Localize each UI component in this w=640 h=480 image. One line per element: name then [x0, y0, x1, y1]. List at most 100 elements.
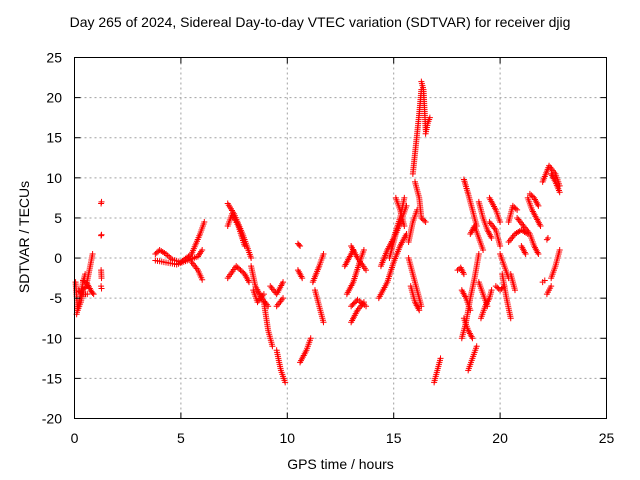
- data-point: [89, 251, 96, 258]
- data-point: [460, 271, 467, 278]
- data-point: [363, 267, 370, 274]
- data-point: [351, 299, 358, 306]
- y-tick-label: -10: [42, 330, 62, 346]
- data-point: [238, 268, 245, 275]
- data-point: [152, 251, 159, 258]
- data-point: [350, 300, 357, 307]
- data-point: [537, 222, 544, 229]
- data-point: [241, 243, 248, 250]
- data-point: [297, 243, 304, 250]
- data-point: [166, 253, 173, 260]
- data-point: [296, 241, 303, 248]
- data-point: [514, 206, 521, 213]
- data-point: [421, 217, 428, 224]
- y-tick-label: 5: [54, 210, 62, 226]
- data-point: [475, 251, 482, 258]
- axis-ticks: 0 5 10 15 20 25 -20 -15 -10 -5 0 5 10 15 20 25: [42, 50, 615, 447]
- data-point: [426, 114, 433, 121]
- data-point: [497, 243, 504, 250]
- data-point: [403, 202, 410, 209]
- data-point: [548, 283, 555, 290]
- y-tick-label: 10: [46, 170, 62, 186]
- data-point: [280, 295, 287, 302]
- data-point: [89, 289, 96, 296]
- data-point: [307, 335, 314, 342]
- x-tick-label: 0: [71, 430, 79, 446]
- y-axis-label: SDTVAR / TECUs: [16, 180, 32, 294]
- data-point: [511, 204, 518, 211]
- x-tick-label: 25: [599, 430, 615, 446]
- data-point: [199, 247, 206, 254]
- data-point: [282, 379, 289, 386]
- data-point: [473, 343, 480, 350]
- grid-lines: [74, 57, 607, 419]
- data-point: [401, 222, 408, 229]
- data-points: [72, 78, 563, 386]
- data-point: [90, 291, 97, 298]
- data-point: [512, 205, 519, 212]
- data-point: [233, 263, 240, 270]
- data-point: [77, 289, 84, 296]
- data-point: [422, 218, 429, 225]
- data-point: [98, 275, 105, 282]
- data-point: [248, 255, 255, 262]
- data-point: [511, 287, 518, 294]
- data-point: [269, 343, 276, 350]
- data-point: [526, 190, 533, 197]
- y-tick-label: 15: [46, 130, 62, 146]
- data-point: [348, 303, 355, 310]
- chart-title: Day 265 of 2024, Sidereal Day-to-day VTE…: [69, 14, 571, 30]
- data-point: [418, 214, 425, 221]
- plot-frame: [74, 57, 607, 419]
- data-point: [320, 319, 327, 326]
- y-tick-label: -5: [50, 290, 63, 306]
- y-tick-label: 25: [46, 50, 62, 66]
- data-point: [498, 285, 505, 292]
- data-point: [497, 218, 504, 225]
- data-point: [360, 299, 367, 306]
- data-point: [363, 303, 370, 310]
- data-point: [528, 192, 535, 199]
- data-point: [492, 283, 499, 290]
- data-point: [437, 355, 444, 362]
- data-point: [360, 247, 367, 254]
- data-point: [509, 202, 516, 209]
- data-point: [299, 275, 306, 282]
- x-tick-label: 5: [177, 430, 185, 446]
- data-point: [199, 276, 206, 283]
- x-axis-label: GPS time / hours: [287, 456, 394, 472]
- data-point: [153, 249, 160, 256]
- y-tick-label: 0: [54, 250, 62, 266]
- data-point: [260, 291, 267, 298]
- data-point: [98, 198, 105, 205]
- data-point: [507, 315, 514, 322]
- data-point: [556, 189, 563, 196]
- data-point: [84, 291, 91, 298]
- y-tick-label: -15: [42, 370, 62, 386]
- data-point: [494, 284, 501, 291]
- data-point: [522, 251, 529, 258]
- y-tick-label: -20: [42, 411, 62, 427]
- data-point: [416, 307, 423, 314]
- data-point: [541, 277, 548, 284]
- data-point: [234, 264, 241, 271]
- data-point: [237, 267, 244, 274]
- data-point: [82, 271, 89, 278]
- data-point: [280, 279, 287, 286]
- data-point: [419, 216, 426, 223]
- data-point: [488, 287, 495, 294]
- data-point: [488, 235, 495, 241]
- y-tick-label: 20: [46, 90, 62, 106]
- data-point: [401, 194, 408, 201]
- data-point: [535, 251, 542, 258]
- x-tick-label: 10: [280, 430, 296, 446]
- data-point: [349, 301, 356, 308]
- data-point: [469, 335, 476, 342]
- data-point: [535, 202, 542, 209]
- x-tick-label: 20: [492, 430, 508, 446]
- data-point: [320, 251, 327, 258]
- x-tick-label: 15: [386, 430, 402, 446]
- data-point: [201, 218, 208, 225]
- data-point: [98, 285, 105, 292]
